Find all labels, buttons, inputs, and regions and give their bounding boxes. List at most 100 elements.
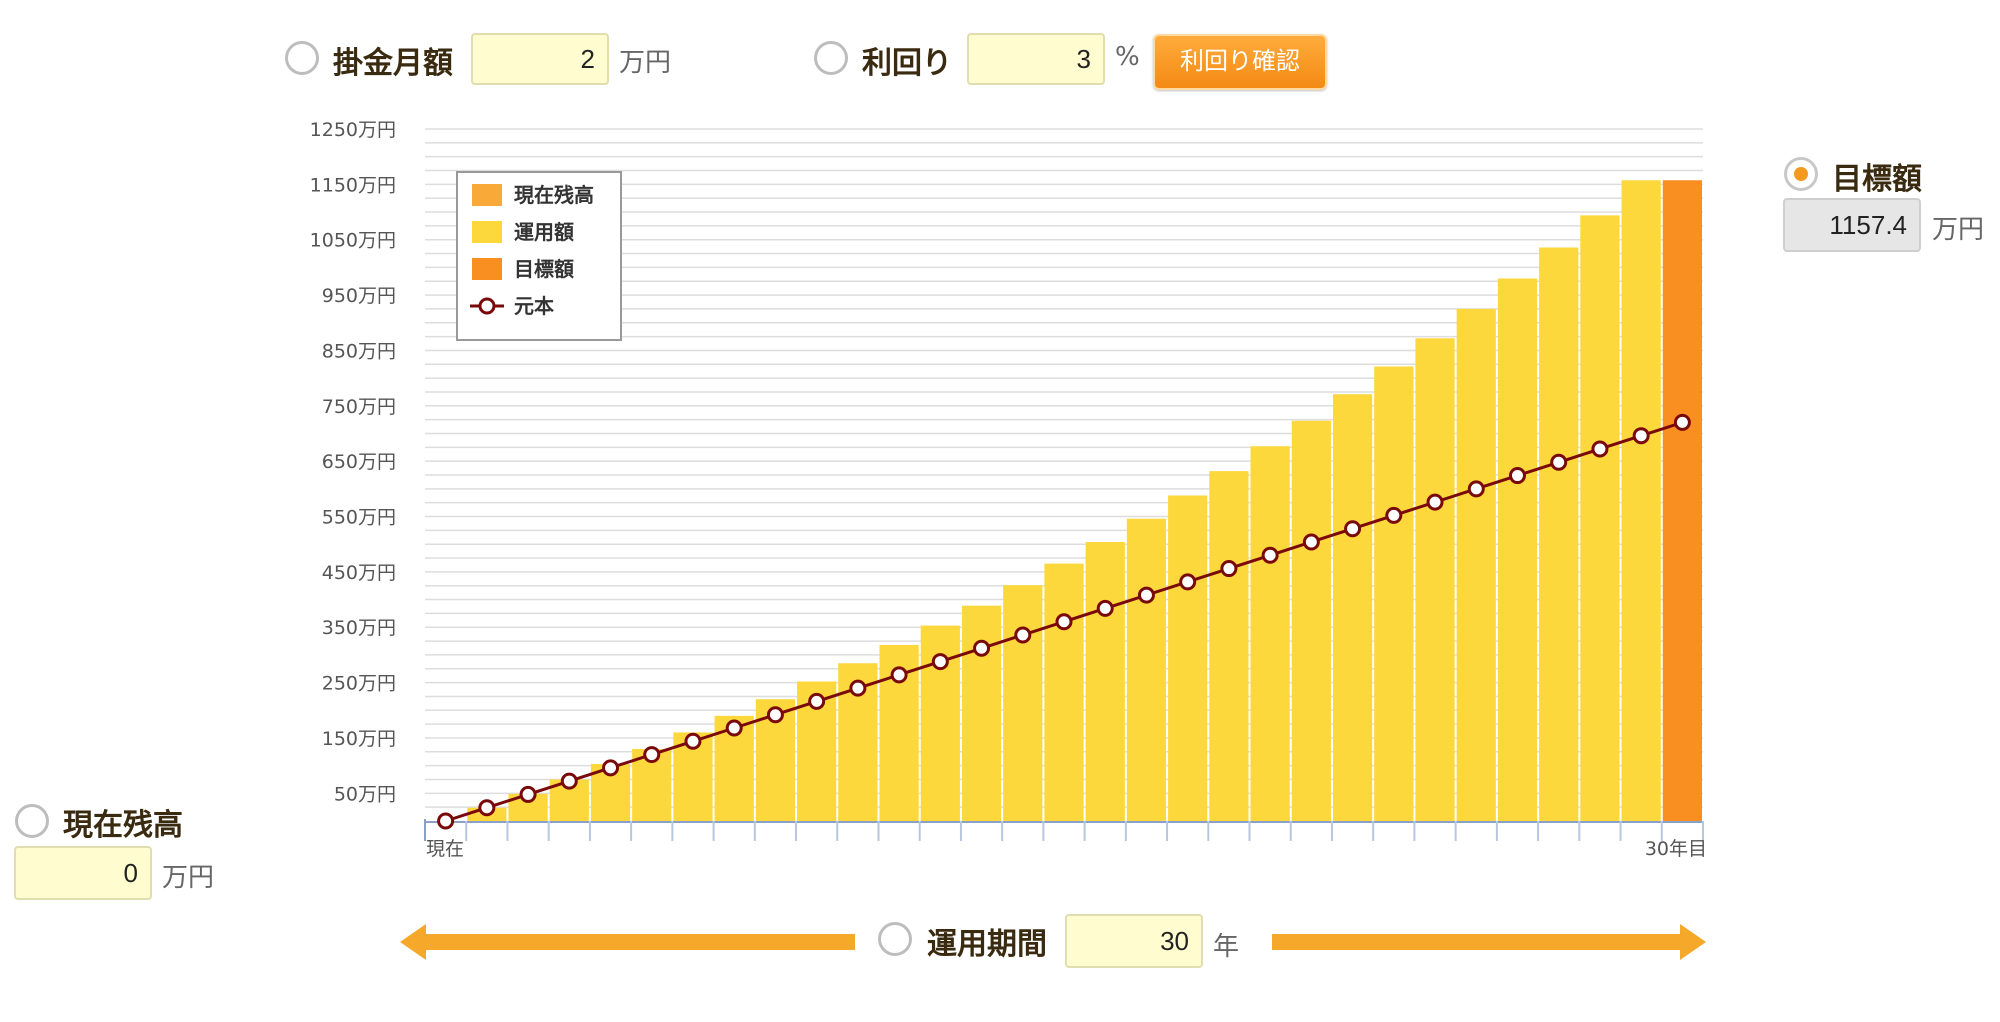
target-unit: 万円 — [1932, 215, 1985, 245]
y-tick-label: 150万円 — [322, 728, 396, 750]
principal-point — [1055, 613, 1073, 631]
principal-point — [1261, 546, 1279, 564]
principal-point — [437, 812, 455, 830]
bar — [1415, 338, 1455, 821]
principal-point — [973, 639, 991, 657]
bar — [1580, 215, 1620, 822]
period-left-arrow[interactable] — [400, 922, 855, 962]
principal-point — [808, 692, 826, 710]
principal-point — [1137, 586, 1155, 604]
monthly-input[interactable]: 2 — [471, 33, 609, 85]
y-tick-label: 1050万円 — [310, 230, 396, 252]
bar — [1497, 278, 1538, 821]
principal-point — [1550, 453, 1568, 471]
principal-point — [1673, 413, 1691, 431]
legend-marker — [478, 297, 496, 315]
principal-point — [1591, 440, 1609, 458]
principal-point — [1508, 467, 1526, 485]
bar — [961, 605, 1002, 821]
principal-point — [1632, 427, 1650, 445]
yield-unit: % — [1115, 42, 1140, 72]
legend-label: 運用額 — [514, 220, 574, 244]
y-tick-label: 1250万円 — [310, 119, 396, 141]
legend-swatch — [472, 258, 502, 280]
bar — [1662, 180, 1702, 821]
period-input[interactable]: 30 — [1065, 914, 1203, 968]
yield-label: 利回り — [862, 46, 952, 81]
bar — [1085, 541, 1125, 821]
bar — [1168, 495, 1208, 821]
principal-point — [478, 799, 496, 817]
yield-check-button[interactable]: 利回り確認 — [1153, 34, 1327, 90]
y-tick-label: 550万円 — [322, 507, 396, 529]
chart-bars — [467, 180, 1702, 822]
monthly-unit: 万円 — [619, 48, 672, 78]
principal-point — [890, 666, 908, 684]
bar — [1250, 446, 1290, 821]
principal-line — [437, 413, 1691, 830]
bar — [1621, 180, 1661, 821]
principal-point — [1302, 533, 1320, 551]
y-tick-label: 750万円 — [322, 396, 396, 418]
y-tick-label: 650万円 — [322, 451, 396, 473]
principal-point — [849, 679, 867, 697]
target-output: 1157.4 — [1783, 198, 1921, 252]
y-tick-label: 950万円 — [322, 285, 396, 307]
y-tick-label: 1150万円 — [310, 174, 396, 196]
y-tick-label: 50万円 — [334, 783, 396, 805]
legend-label: 現在残高 — [514, 183, 594, 207]
bar — [1126, 518, 1167, 821]
yield-input[interactable]: 3 — [967, 33, 1105, 85]
target-label: 目標額 — [1832, 162, 1922, 197]
x-label-last: 30年目 — [1645, 838, 1707, 860]
principal-point — [766, 706, 784, 724]
bar — [1003, 585, 1043, 821]
period-unit: 年 — [1213, 932, 1240, 962]
legend-swatch — [472, 221, 502, 243]
target-radio[interactable] — [1784, 157, 1818, 191]
principal-point — [725, 719, 743, 737]
y-tick-label: 350万円 — [322, 617, 396, 639]
principal-point — [643, 746, 661, 764]
chart-grid — [425, 128, 1703, 808]
current-radio[interactable] — [15, 804, 49, 838]
bar — [1539, 247, 1579, 821]
period-radio[interactable] — [878, 922, 912, 956]
x-axis: 現在 30年目 — [424, 819, 1707, 860]
period-label: 運用期間 — [927, 927, 1047, 962]
principal-point — [519, 785, 537, 803]
principal-point — [602, 759, 620, 777]
bar — [1374, 366, 1414, 821]
principal-point — [1385, 506, 1403, 524]
yield-radio[interactable] — [814, 41, 848, 75]
y-tick-label: 250万円 — [322, 673, 396, 695]
y-tick-label: 450万円 — [322, 562, 396, 584]
bar — [1332, 394, 1373, 821]
principal-point — [684, 732, 702, 750]
bar — [1209, 471, 1249, 821]
principal-point — [560, 772, 578, 790]
bar — [1044, 563, 1084, 821]
monthly-label: 掛金月額 — [333, 46, 453, 81]
current-unit: 万円 — [162, 863, 215, 893]
principal-point — [1220, 560, 1238, 578]
current-label: 現在残高 — [63, 808, 183, 843]
bar — [1291, 420, 1331, 821]
legend-swatch — [472, 184, 502, 206]
principal-point — [1426, 493, 1444, 511]
legend-label: 元本 — [514, 294, 554, 318]
legend-label: 目標額 — [514, 257, 574, 281]
x-label-first: 現在 — [426, 838, 464, 860]
current-input[interactable]: 0 — [14, 846, 152, 900]
principal-point — [1014, 626, 1032, 644]
y-tick-label: 850万円 — [322, 340, 396, 362]
period-right-arrow[interactable] — [1272, 922, 1706, 962]
bar — [1456, 308, 1496, 821]
principal-point — [1344, 520, 1362, 538]
principal-point — [1179, 573, 1197, 591]
monthly-radio[interactable] — [285, 41, 319, 75]
principal-point — [1096, 599, 1114, 617]
principal-point — [1467, 480, 1485, 498]
